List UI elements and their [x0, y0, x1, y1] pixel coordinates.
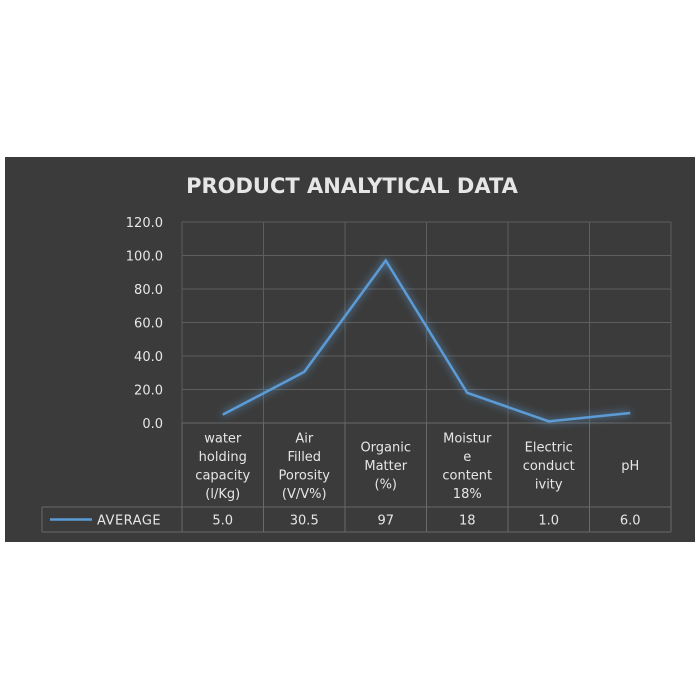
category-label-line: Organic [360, 441, 411, 456]
category-label-line: 18% [453, 487, 482, 502]
category-label-line: content [442, 468, 492, 483]
data-table-value: 5.0 [212, 514, 233, 529]
category-label-line: (V/V%) [282, 487, 327, 502]
y-tick-label: 120.0 [126, 216, 163, 231]
chart-title: PRODUCT ANALYTICAL DATA [186, 174, 519, 198]
category-label-line: Air [295, 431, 314, 446]
category-label-line: Electric [525, 441, 573, 456]
category-label: Electric conduct ivity [523, 441, 575, 493]
category-label-line: water [204, 431, 242, 446]
y-tick-label: 0.0 [142, 417, 163, 432]
category-label: Moistur e content 18% [442, 431, 492, 502]
y-tick-label: 60.0 [134, 317, 163, 332]
category-label-line: Matter [364, 459, 407, 474]
category-label-line: Filled [287, 450, 321, 465]
legend-series-name: AVERAGE [97, 514, 161, 529]
category-label: pH [621, 459, 639, 474]
category-label: Organic Matter (%) [360, 441, 411, 493]
category-label: water holding capacity (l/Kg) [195, 431, 250, 502]
y-tick-label: 100.0 [126, 250, 163, 265]
data-table-value: 6.0 [620, 514, 641, 529]
data-table-value: 30.5 [290, 514, 319, 529]
category-label: Air Filled Porosity (V/V%) [278, 431, 330, 502]
category-label-line: pH [621, 459, 639, 474]
series-line-average [222, 258, 631, 423]
y-tick-label: 20.0 [134, 384, 163, 399]
category-label-line: (%) [375, 478, 398, 493]
category-label-line: ivity [535, 478, 563, 493]
category-label-line: Moistur [443, 431, 492, 446]
data-table-value: 18 [459, 514, 476, 529]
category-label-line: conduct [523, 459, 575, 474]
category-label-line: e [463, 450, 471, 465]
data-table-value: 97 [377, 514, 394, 529]
y-tick-label: 80.0 [134, 283, 163, 298]
chart-panel [5, 157, 695, 542]
category-label-line: (l/Kg) [205, 487, 240, 502]
category-label-line: Porosity [278, 468, 330, 483]
y-tick-label: 40.0 [134, 350, 163, 365]
category-label-line: capacity [195, 468, 250, 483]
category-label-line: holding [199, 450, 247, 465]
data-table-value: 1.0 [538, 514, 559, 529]
